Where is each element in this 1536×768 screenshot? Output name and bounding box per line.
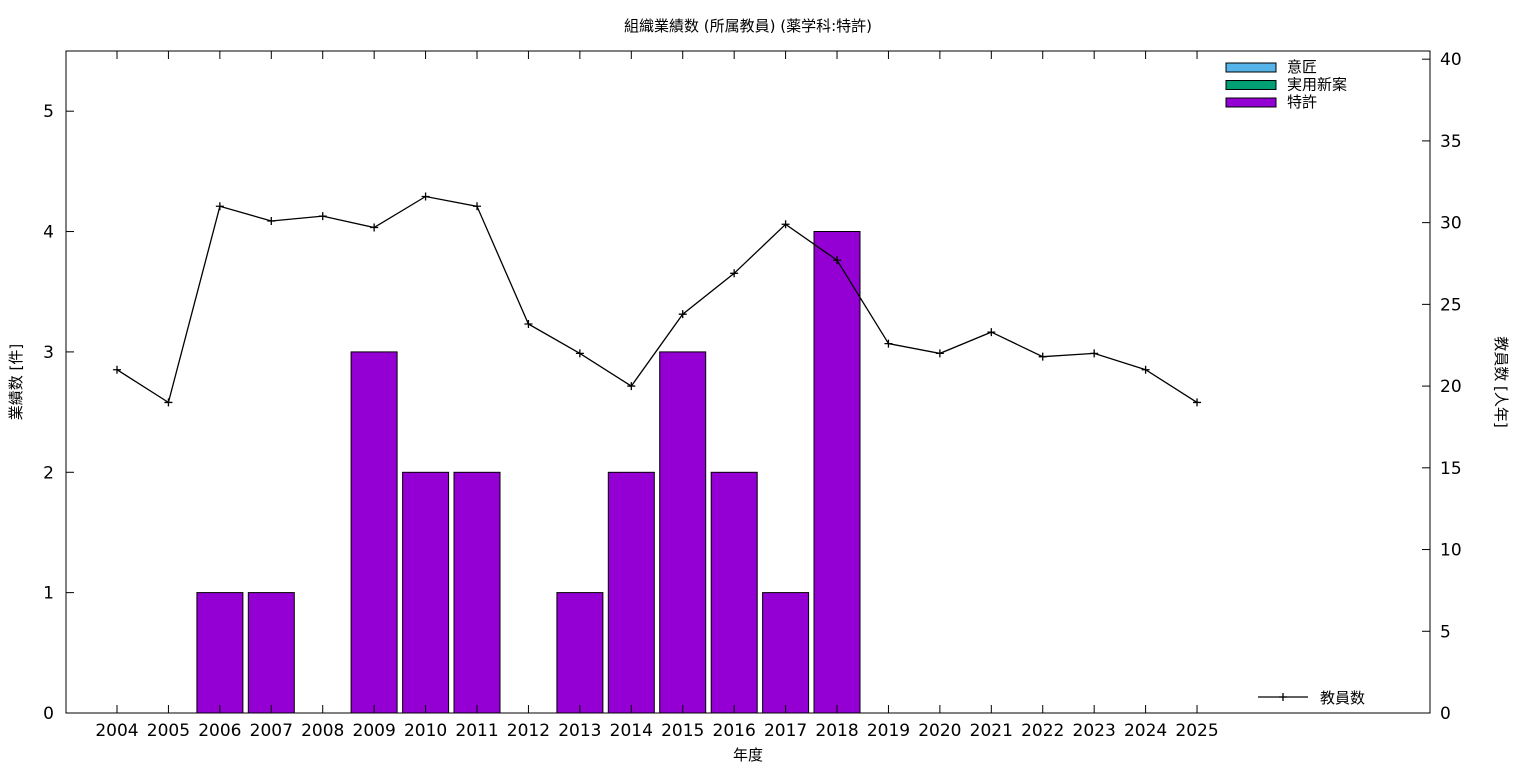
x-tick-label: 2017 [764, 721, 807, 741]
bar-2013-2 [556, 592, 604, 714]
x-tick-label: 2025 [1175, 721, 1218, 741]
line-point [884, 339, 893, 348]
line-point [1090, 349, 1099, 358]
right-tick-label: 35 [1440, 132, 1462, 152]
x-tick-label: 2021 [970, 721, 1013, 741]
chart-title: 組織業績数 (所属教員) (薬学科:特許) [624, 17, 872, 35]
bar-2018-2 [813, 231, 861, 714]
bar-2017-2 [762, 592, 810, 714]
x-tick-label: 2006 [198, 721, 241, 741]
x-tick-label: 2020 [918, 721, 961, 741]
line-point [113, 365, 121, 374]
right-tick-label: 15 [1440, 459, 1462, 479]
line-group [113, 192, 1202, 407]
right-tick-label: 10 [1440, 541, 1462, 561]
line-point [215, 202, 224, 211]
right-tick-label: 30 [1440, 214, 1462, 234]
line-point [575, 349, 584, 358]
right-tick-label: 40 [1440, 50, 1462, 70]
legend-label: 特許 [1287, 93, 1317, 111]
left-tick-label: 5 [43, 102, 54, 122]
bars-group [196, 231, 861, 714]
x-tick-label: 2009 [353, 721, 396, 741]
x-tick-label: 2023 [1073, 721, 1116, 741]
bar-2014-2 [607, 471, 655, 714]
right-axis: 0 5 10 15 20 25 30 35 40 [1422, 50, 1462, 724]
bar-2011-2 [453, 471, 501, 714]
line-point [318, 212, 327, 221]
legend-swatch [1225, 62, 1277, 73]
x-tick-label: 2007 [250, 721, 293, 741]
left-tick-label: 4 [43, 223, 54, 243]
x-tick-label: 2013 [558, 721, 601, 741]
legend-label: 実用新案 [1287, 76, 1347, 94]
line-point [987, 328, 996, 337]
legend-swatch [1225, 97, 1277, 108]
right-tick-label: 5 [1440, 622, 1451, 642]
line-point [730, 269, 739, 278]
line-point [164, 398, 173, 407]
right-tick-label: 20 [1440, 377, 1462, 397]
x-tick-label: 2011 [455, 721, 498, 741]
x-tick-label: 2019 [867, 721, 910, 741]
legend-line-label: 教員数 [1320, 689, 1365, 707]
bar-2007-2 [247, 592, 295, 714]
left-tick-label: 0 [43, 704, 54, 724]
plot-frame [65, 50, 1431, 714]
x-tick-label: 2015 [661, 721, 704, 741]
bar-2015-2 [659, 351, 707, 714]
right-tick-label: 0 [1440, 704, 1451, 724]
bar-2010-2 [402, 471, 450, 714]
line-point [1193, 398, 1202, 407]
left-tick-label: 2 [43, 463, 54, 483]
legend-swatch [1225, 80, 1277, 90]
x-tick-label: 2014 [610, 721, 653, 741]
legend-label: 意匠 [1287, 58, 1317, 76]
x-axis: 2004 2005 2006 2007 2008 2009 2010 2011 2012 2013… [95, 51, 1219, 741]
line-point [524, 319, 533, 328]
line-point [421, 192, 430, 201]
legend-line-marker [1279, 693, 1287, 701]
x-tick-label: 2008 [301, 721, 344, 741]
left-tick-label: 1 [43, 584, 54, 604]
bar-2016-2 [710, 471, 758, 714]
x-tick-label: 2012 [507, 721, 550, 741]
line-point [370, 223, 379, 232]
left-axis-label: 業績数 [件] [7, 344, 25, 420]
left-tick-label: 3 [43, 343, 54, 363]
right-axis-label: 教員数 [人年] [1492, 336, 1510, 427]
x-tick-label: 2022 [1021, 721, 1064, 741]
bar-2006-2 [196, 592, 244, 714]
line-point [833, 256, 842, 265]
line-point [678, 310, 687, 319]
line-point [473, 202, 482, 211]
x-tick-label: 2004 [95, 721, 138, 741]
x-tick-label: 2016 [713, 721, 756, 741]
line-point [1038, 352, 1047, 361]
x-axis-label: 年度 [733, 746, 763, 764]
x-tick-label: 2018 [815, 721, 858, 741]
line-point [1141, 365, 1150, 374]
x-tick-label: 2005 [147, 721, 190, 741]
x-tick-label: 2024 [1124, 721, 1167, 741]
line-teachers [116, 195, 1198, 404]
right-tick-label: 25 [1440, 295, 1462, 315]
legend-line: 教員数 [1258, 689, 1365, 707]
line-point [781, 220, 790, 229]
left-axis: 0 1 2 3 4 5 [43, 102, 74, 724]
line-point [267, 216, 276, 225]
x-tick-label: 2010 [404, 721, 447, 741]
line-point [935, 349, 944, 358]
line-point [627, 382, 636, 391]
bar-2009-2 [350, 351, 398, 714]
